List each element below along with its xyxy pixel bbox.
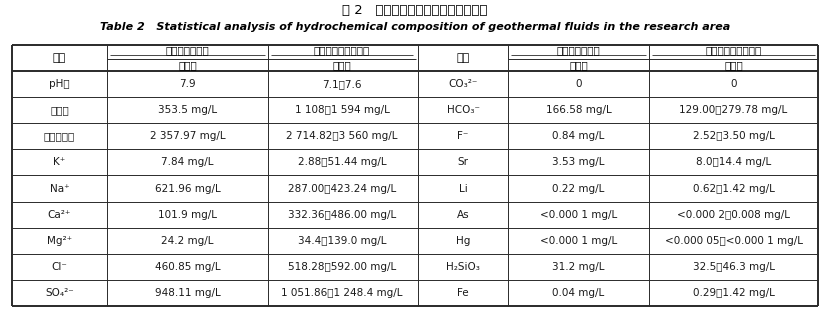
Text: K⁺: K⁺ xyxy=(53,157,66,167)
Text: 460.85 mg/L: 460.85 mg/L xyxy=(154,262,220,272)
Text: 34.4～139.0 mg/L: 34.4～139.0 mg/L xyxy=(298,236,386,246)
Text: 0.04 mg/L: 0.04 mg/L xyxy=(553,288,604,298)
Text: 0.22 mg/L: 0.22 mg/L xyxy=(552,184,605,193)
Text: HCO₃⁻: HCO₃⁻ xyxy=(447,105,480,115)
Text: 32.5～46.3 mg/L: 32.5～46.3 mg/L xyxy=(692,262,774,272)
Text: Sr: Sr xyxy=(457,157,468,167)
Text: 24.2 mg/L: 24.2 mg/L xyxy=(161,236,214,246)
Text: 0.84 mg/L: 0.84 mg/L xyxy=(552,131,605,141)
Text: 332.36～486.00 mg/L: 332.36～486.00 mg/L xyxy=(288,210,396,220)
Text: <0.000 2～0.008 mg/L: <0.000 2～0.008 mg/L xyxy=(677,210,790,220)
Text: <0.000 05～<0.000 1 mg/L: <0.000 05～<0.000 1 mg/L xyxy=(665,236,803,246)
Text: CO₃²⁻: CO₃²⁻ xyxy=(448,79,478,89)
Text: 31.2 mg/L: 31.2 mg/L xyxy=(552,262,605,272)
Text: 项目: 项目 xyxy=(53,53,66,63)
Text: Cl⁻: Cl⁻ xyxy=(51,262,67,272)
Text: Table 2   Statistical analysis of hydrochemical composition of geothermal fluids: Table 2 Statistical analysis of hydroche… xyxy=(100,22,730,32)
Text: 0.29～1.42 mg/L: 0.29～1.42 mg/L xyxy=(692,288,774,298)
Text: <0.000 1 mg/L: <0.000 1 mg/L xyxy=(540,236,618,246)
Text: 287.00～423.24 mg/L: 287.00～423.24 mg/L xyxy=(288,184,396,193)
Text: 项目: 项目 xyxy=(457,53,470,63)
Text: 2 714.82～3 560 mg/L: 2 714.82～3 560 mg/L xyxy=(286,131,398,141)
Text: 新生界砂岩热儲: 新生界砂岩热儲 xyxy=(557,45,600,55)
Text: SO₄²⁻: SO₄²⁻ xyxy=(45,288,74,298)
Text: 范围值: 范围值 xyxy=(569,60,588,70)
Text: 7.84 mg/L: 7.84 mg/L xyxy=(161,157,214,167)
Text: 新生界砂岩热儲: 新生界砂岩热儲 xyxy=(166,45,209,55)
Text: 7.9: 7.9 xyxy=(179,79,196,89)
Text: 621.96 mg/L: 621.96 mg/L xyxy=(154,184,221,193)
Text: 0.62～1.42 mg/L: 0.62～1.42 mg/L xyxy=(692,184,774,193)
Text: 353.5 mg/L: 353.5 mg/L xyxy=(158,105,217,115)
Text: Na⁺: Na⁺ xyxy=(50,184,70,193)
Text: 166.58 mg/L: 166.58 mg/L xyxy=(545,105,612,115)
Text: 范围值: 范围值 xyxy=(333,60,351,70)
Text: Hg: Hg xyxy=(456,236,470,246)
Text: 表 2   研究区地热流体水化学成分统计: 表 2 研究区地热流体水化学成分统计 xyxy=(342,4,488,17)
Text: 7.1～7.6: 7.1～7.6 xyxy=(322,79,362,89)
Text: 古生界碳酸盐岩热儲: 古生界碳酸盐岩热儲 xyxy=(706,45,762,55)
Text: 2.52～3.50 mg/L: 2.52～3.50 mg/L xyxy=(692,131,774,141)
Text: 古生界碳酸盐岩热儲: 古生界碳酸盐岩热儲 xyxy=(314,45,370,55)
Text: 129.00～279.78 mg/L: 129.00～279.78 mg/L xyxy=(680,105,788,115)
Text: 8.0～14.4 mg/L: 8.0～14.4 mg/L xyxy=(696,157,771,167)
Text: 0: 0 xyxy=(730,79,737,89)
Text: 3.53 mg/L: 3.53 mg/L xyxy=(552,157,605,167)
Text: F⁻: F⁻ xyxy=(457,131,469,141)
Text: Ca²⁺: Ca²⁺ xyxy=(48,210,71,220)
Text: 948.11 mg/L: 948.11 mg/L xyxy=(154,288,221,298)
Text: 范围值: 范围值 xyxy=(178,60,197,70)
Text: 1 051.86～1 248.4 mg/L: 1 051.86～1 248.4 mg/L xyxy=(281,288,403,298)
Text: 2.88～51.44 mg/L: 2.88～51.44 mg/L xyxy=(298,157,386,167)
Text: 518.28～592.00 mg/L: 518.28～592.00 mg/L xyxy=(288,262,396,272)
Text: Fe: Fe xyxy=(457,288,469,298)
Text: H₂SiO₃: H₂SiO₃ xyxy=(446,262,480,272)
Text: <0.000 1 mg/L: <0.000 1 mg/L xyxy=(540,210,618,220)
Text: Mg²⁺: Mg²⁺ xyxy=(47,236,72,246)
Text: pH値: pH値 xyxy=(49,79,70,89)
Text: As: As xyxy=(457,210,469,220)
Text: 总硬度: 总硬度 xyxy=(50,105,69,115)
Text: 1 108～1 594 mg/L: 1 108～1 594 mg/L xyxy=(295,105,389,115)
Text: 溶解总固体: 溶解总固体 xyxy=(44,131,76,141)
Text: 101.9 mg/L: 101.9 mg/L xyxy=(158,210,217,220)
Text: Li: Li xyxy=(459,184,467,193)
Text: 2 357.97 mg/L: 2 357.97 mg/L xyxy=(149,131,225,141)
Text: 范围值: 范围值 xyxy=(724,60,743,70)
Text: 0: 0 xyxy=(575,79,582,89)
